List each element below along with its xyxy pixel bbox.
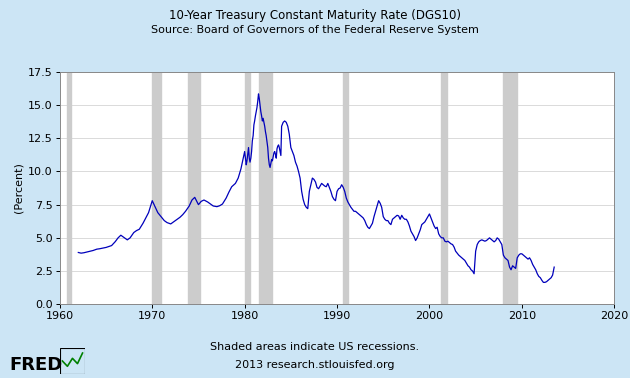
Bar (343, 72, 348, 304)
Bar (258, 72, 272, 304)
Y-axis label: (Percent): (Percent) (14, 163, 24, 214)
Bar (151, 72, 161, 304)
Bar (441, 72, 447, 304)
Bar (67, 72, 71, 304)
Text: 2013 research.stlouisfed.org: 2013 research.stlouisfed.org (235, 360, 395, 370)
Text: Shaded areas indicate US recessions.: Shaded areas indicate US recessions. (210, 342, 420, 352)
Text: Source: Board of Governors of the Federal Reserve System: Source: Board of Governors of the Federa… (151, 25, 479, 34)
Bar (503, 72, 517, 304)
Text: FRED: FRED (9, 356, 63, 374)
Bar (188, 72, 200, 304)
Bar (246, 72, 250, 304)
Text: 10-Year Treasury Constant Maturity Rate (DGS10): 10-Year Treasury Constant Maturity Rate … (169, 9, 461, 22)
